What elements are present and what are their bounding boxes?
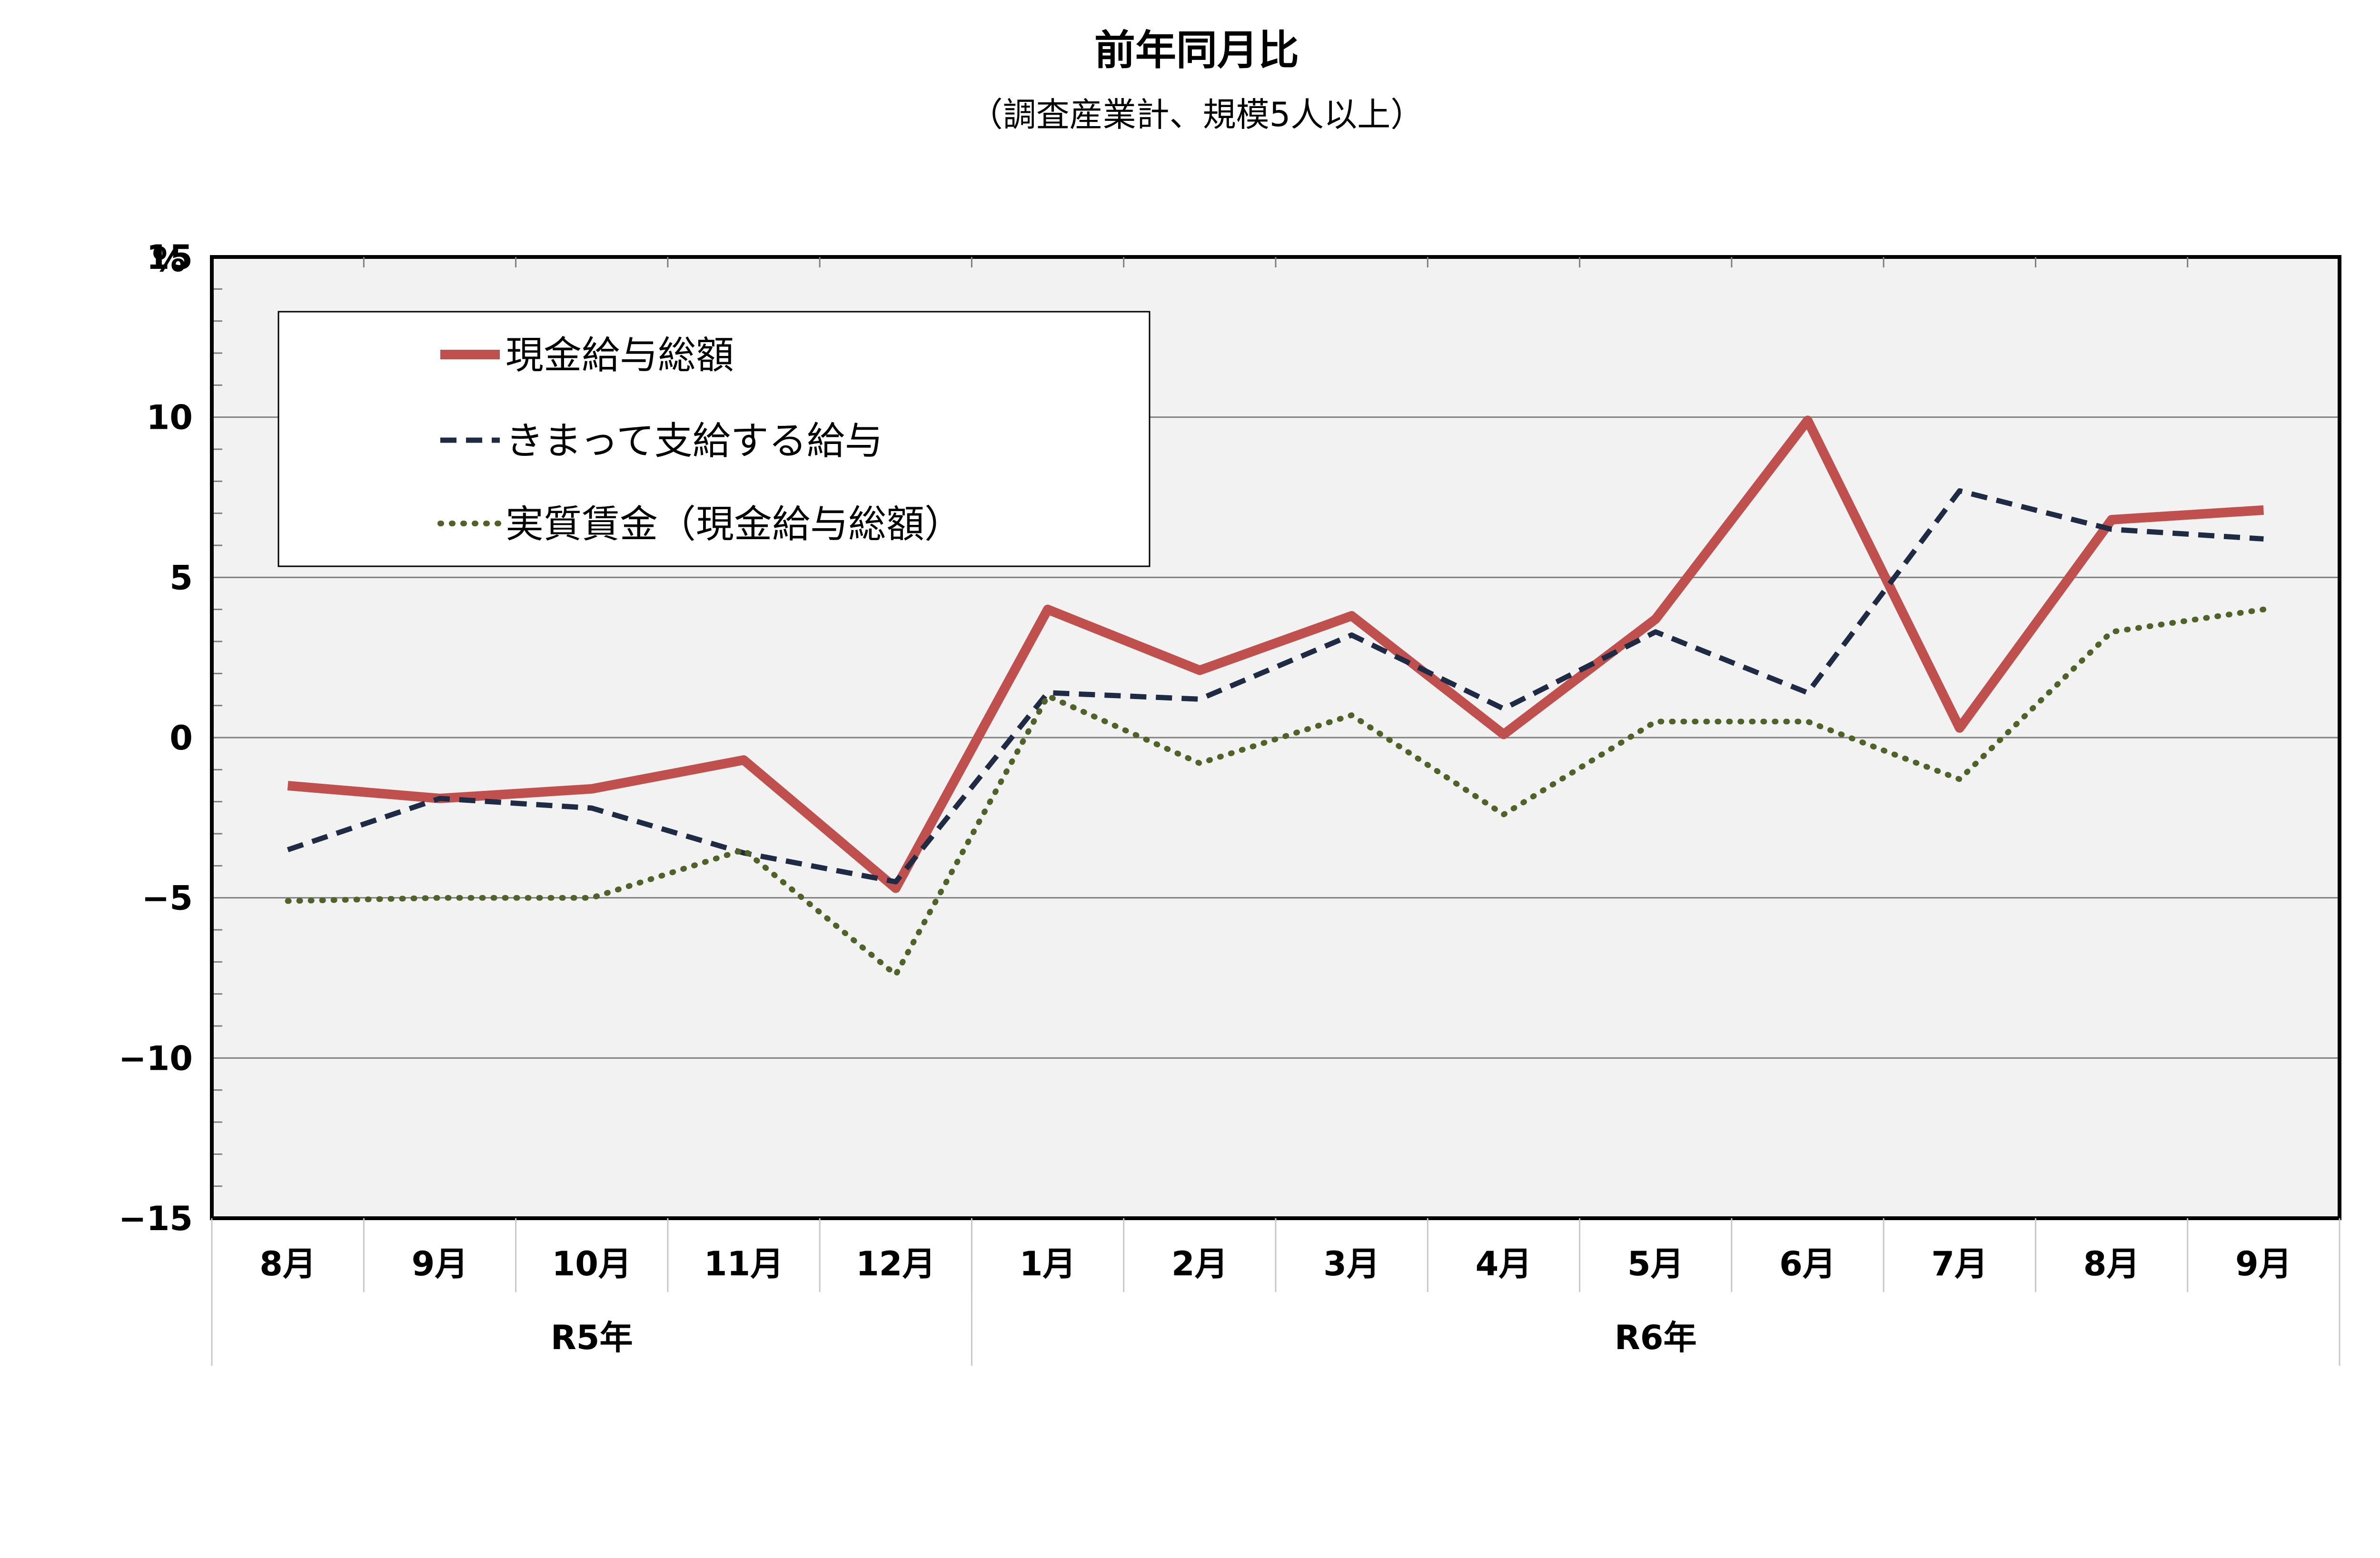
legend: 現金給与総額 きまって支給する給与 実質賃金（現金給与総額） <box>278 311 1150 567</box>
x-tick-label: 4月 <box>1476 1244 1532 1283</box>
data-point <box>1655 721 1656 722</box>
x-tick-label: 7月 <box>1931 1244 1988 1283</box>
data-point <box>895 887 896 888</box>
data-point <box>1351 615 1352 616</box>
data-point <box>1959 491 1960 492</box>
x-tick-label: 6月 <box>1779 1244 1836 1283</box>
y-tick-label: 0 <box>169 719 193 758</box>
y-tick-label: −15 <box>119 1199 193 1238</box>
data-point <box>1199 699 1200 700</box>
x-tick-label: 1月 <box>1020 1244 1076 1283</box>
y-tick-label: 15 <box>147 238 193 277</box>
y-axis-unit: % <box>152 240 186 279</box>
data-point <box>1047 609 1048 610</box>
data-point <box>1351 635 1352 636</box>
legend-label-1: きまって支給する給与 <box>506 419 883 463</box>
data-point <box>591 808 592 809</box>
data-point <box>895 881 896 882</box>
x-tick-label: 9月 <box>2235 1244 2292 1283</box>
data-point <box>1655 631 1656 632</box>
data-point <box>1199 670 1200 671</box>
series-line-2 <box>285 606 2267 979</box>
data-point <box>2111 519 2112 520</box>
x-tick-label: 3月 <box>1323 1244 1380 1283</box>
x-tick-label: 5月 <box>1627 1244 1684 1283</box>
data-point <box>1959 728 1960 729</box>
chart-subtitle: （調査産業計、規模5人以上） <box>970 95 1424 134</box>
data-point <box>2263 539 2264 540</box>
x-tick-label: 2月 <box>1171 1244 1228 1283</box>
y-axis-ticks: −15 −10 −5 0 5 10 15 <box>119 238 193 1238</box>
data-point <box>1503 708 1504 709</box>
legend-label-2: 実質賃金（現金給与総額） <box>506 502 962 546</box>
data-point <box>1503 734 1504 735</box>
data-point <box>2111 529 2112 530</box>
y-tick-label: 5 <box>169 558 193 597</box>
data-point <box>1655 619 1656 620</box>
data-point <box>1351 715 1352 716</box>
data-point <box>2263 510 2264 511</box>
data-point <box>1503 814 1504 815</box>
data-point <box>1807 721 1808 722</box>
data-point <box>1959 779 1960 780</box>
series-line-0 <box>287 415 2264 893</box>
data-point <box>1807 692 1808 693</box>
x-tick-label: 8月 <box>259 1244 316 1283</box>
x-tick-label: 8月 <box>2083 1244 2140 1283</box>
data-point <box>439 897 440 898</box>
x-axis-ticks: 8月 9月 10月 11月 12月 1月 2月 3月 4月 5月 6月 7月 8月 9月 <box>259 257 2292 1292</box>
y-tick-label: −10 <box>119 1039 193 1078</box>
x-tick-label: 9月 <box>412 1244 468 1283</box>
data-point <box>1807 420 1808 421</box>
data-point <box>591 897 592 898</box>
series-line-1 <box>287 488 2264 885</box>
data-point <box>895 974 896 975</box>
legend-label-0: 現金給与総額 <box>506 333 734 377</box>
data-point <box>1199 763 1200 764</box>
x-group-label: R5年 <box>551 1318 633 1357</box>
data-point <box>2111 631 2112 632</box>
series-lines <box>285 415 2267 979</box>
x-tick-label: 12月 <box>856 1244 935 1283</box>
data-point <box>1047 695 1048 696</box>
data-point <box>2263 609 2264 610</box>
x-group-label: R6年 <box>1615 1318 1697 1357</box>
x-axis-groups: R5年 R6年 <box>211 1218 2340 1366</box>
y-tick-label: −5 <box>142 879 193 918</box>
data-point <box>439 798 440 799</box>
legend-box <box>278 311 1150 567</box>
data-point <box>1047 692 1048 693</box>
x-tick-label: 10月 <box>552 1244 632 1283</box>
chart-title: 前年同月比 <box>1094 27 1299 74</box>
y-tick-label: 10 <box>147 398 193 437</box>
x-tick-label: 11月 <box>704 1244 783 1283</box>
